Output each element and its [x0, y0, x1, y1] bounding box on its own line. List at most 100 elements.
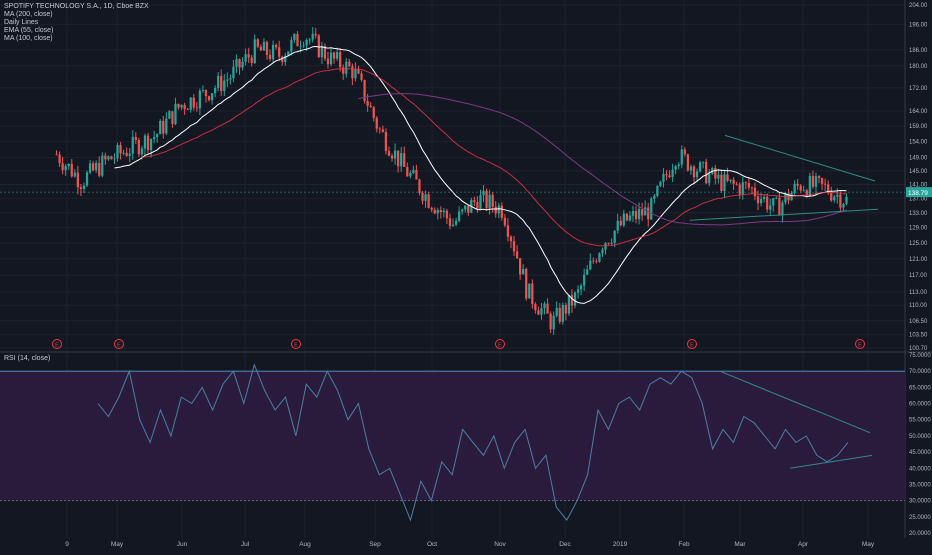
candle-body: [153, 137, 156, 139]
candle-body: [259, 46, 262, 51]
candle-body: [397, 150, 400, 167]
candle-body: [287, 51, 290, 56]
candle-body: [644, 207, 647, 216]
candle-body: [107, 156, 110, 160]
candle-body: [570, 295, 574, 306]
candle-body: [137, 140, 140, 155]
earnings-marker: E: [52, 339, 62, 349]
candle-body: [494, 206, 497, 214]
candle-body: [586, 269, 589, 275]
candle-body: [458, 211, 461, 221]
candle-body: [634, 211, 638, 220]
candle-body: [55, 154, 58, 156]
candle-body: [503, 217, 506, 226]
candle-body: [372, 107, 375, 118]
candle-body: [580, 285, 583, 290]
candle-body: [686, 154, 689, 171]
candle-body: [302, 45, 305, 47]
candle-body: [360, 73, 363, 80]
candle-body: [613, 230, 616, 243]
candle-body: [607, 242, 610, 244]
candle-body: [192, 97, 195, 108]
candle-body: [781, 202, 784, 216]
price-tick-label: 186.00: [909, 48, 928, 54]
candle-body: [583, 274, 586, 286]
study-ma100[interactable]: MA (100, close): [4, 35, 53, 42]
candle-body: [540, 308, 543, 315]
candle-body: [189, 97, 192, 110]
candle-body: [729, 179, 732, 181]
candle-body: [817, 176, 821, 179]
candle-body: [830, 193, 833, 201]
candle-body: [265, 41, 269, 55]
candle-body: [412, 169, 415, 174]
price-tick-label: 196.00: [909, 22, 928, 28]
candle-body: [525, 268, 528, 299]
candle-body: [531, 283, 534, 305]
candle-body: [833, 196, 836, 201]
study-ema55[interactable]: EMA (55, close): [4, 27, 54, 34]
candle-body: [314, 33, 317, 36]
candle-body: [262, 41, 266, 51]
candle-body: [64, 166, 67, 171]
candle-body: [393, 150, 397, 159]
study-ma200[interactable]: MA (200, close): [4, 11, 53, 18]
candle-body: [339, 52, 342, 68]
time-tick-label: Aug: [299, 541, 311, 548]
candle-body: [113, 158, 116, 160]
rsi-tick-label: 65.0000: [909, 385, 931, 391]
study-daily-lines[interactable]: Daily Lines: [4, 19, 39, 26]
candle-body: [162, 121, 165, 134]
symbol-title[interactable]: SPOTIFY TECHNOLOGY S.A., 1D, Cboe BZX: [4, 3, 149, 10]
rsi-band: [0, 371, 905, 501]
candle-body: [491, 194, 494, 207]
candle-body: [85, 172, 89, 186]
time-tick-label: Sep: [369, 541, 381, 548]
price-tick-label: 121.00: [909, 257, 928, 263]
candle-body: [677, 164, 680, 167]
candle-body: [619, 220, 622, 226]
candle-body: [223, 80, 226, 91]
candle-body: [805, 190, 808, 196]
candle-body: [156, 134, 159, 138]
candle-body: [186, 109, 189, 110]
candle-body: [552, 315, 555, 330]
candle-body: [735, 183, 738, 185]
candle-body: [650, 198, 653, 220]
price-tick-label: 125.00: [909, 241, 928, 247]
trendline-lower: [689, 208, 879, 221]
candle-body: [88, 163, 92, 173]
rsi-legend[interactable]: RSI (14, close): [4, 355, 51, 362]
candle-body: [448, 218, 452, 227]
candle-body: [512, 241, 516, 252]
candle-body: [467, 205, 470, 213]
candle-body: [775, 197, 778, 199]
candle-body: [732, 179, 735, 184]
candle-body: [119, 145, 122, 154]
time-tick-label: Jul: [241, 541, 250, 548]
earnings-marker: E: [114, 339, 124, 349]
candle-body: [351, 66, 354, 79]
candle-body: [332, 52, 336, 59]
candle-body: [171, 111, 174, 124]
price-tick-label: 172.00: [909, 86, 928, 92]
candle-body: [772, 198, 775, 206]
candle-body: [454, 220, 458, 225]
price-tick-label: 159.00: [909, 124, 928, 130]
candle-body: [406, 166, 409, 177]
earnings-marker-label: E: [294, 343, 298, 349]
candle-body: [702, 161, 705, 163]
candle-body: [104, 155, 107, 160]
candle-body: [58, 154, 61, 164]
price-tick-label: 133.00: [909, 211, 928, 217]
candle-body: [400, 153, 403, 167]
candle-body: [235, 58, 238, 67]
candle-body: [824, 183, 827, 185]
candle-body: [595, 261, 598, 262]
candle-body: [378, 128, 381, 130]
candle-body: [616, 220, 619, 231]
candle-body: [479, 195, 482, 210]
rsi-line: [97, 363, 849, 522]
candle-body: [430, 207, 433, 210]
